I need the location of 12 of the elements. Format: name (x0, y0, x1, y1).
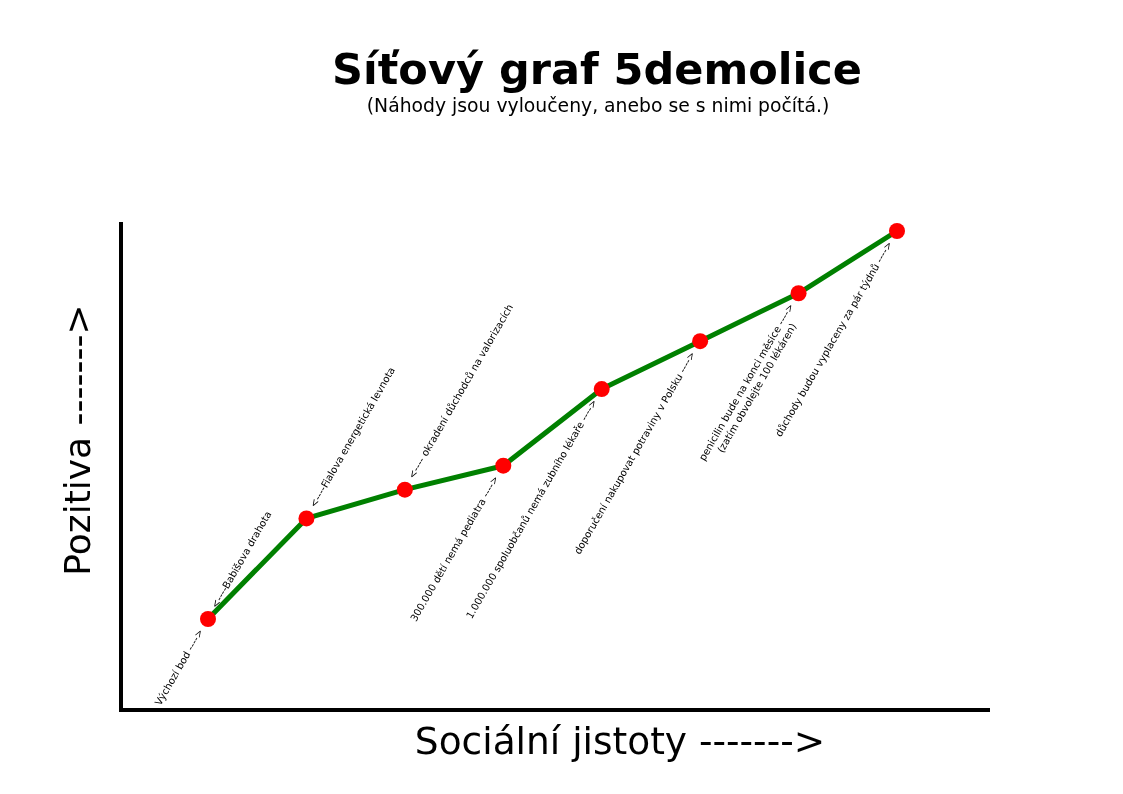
point (889, 223, 905, 239)
x-axis-title: Sociální jistoty -------> (414, 719, 826, 764)
point (692, 333, 709, 350)
y-axis-title: Pozitiva -------> (57, 304, 99, 576)
point (396, 481, 413, 498)
chart-subtitle: (Náhody jsou vyloučeny, anebo se s nimi počítá.) (366, 95, 830, 117)
point (298, 510, 315, 527)
chart-title: Síťový graf 5demolice (332, 44, 862, 95)
point (790, 285, 807, 302)
point (593, 381, 610, 398)
point (495, 457, 512, 474)
point (200, 610, 216, 627)
